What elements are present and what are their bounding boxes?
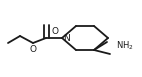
Text: O: O — [30, 45, 36, 54]
Text: N: N — [63, 34, 70, 43]
Text: O: O — [51, 27, 58, 36]
Text: NH$_2$: NH$_2$ — [116, 40, 134, 53]
